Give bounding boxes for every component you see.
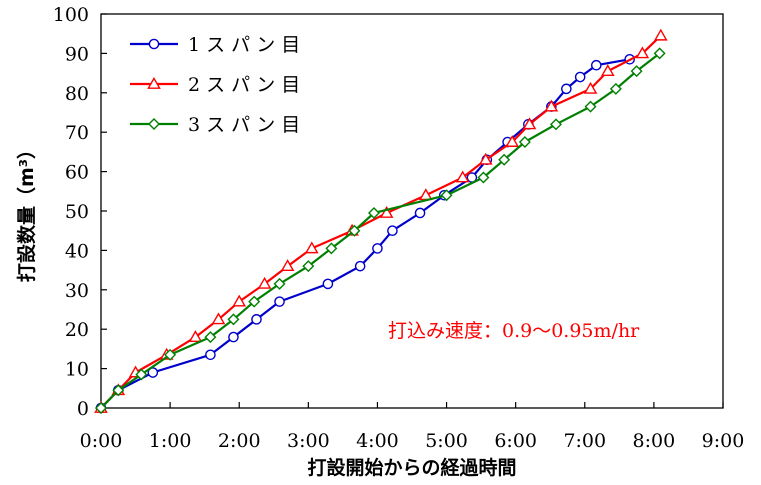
data-point-triangle: [188, 330, 203, 342]
data-point-circle: [387, 225, 398, 236]
data-point-triangle: [232, 294, 247, 307]
data-point-circle: [574, 71, 586, 83]
data-point-diamond: [204, 331, 217, 344]
x-tick-label: 2:00: [218, 430, 261, 452]
y-tick-label: 100: [53, 4, 89, 26]
data-point-diamond: [498, 153, 511, 166]
data-point-diamond: [653, 47, 666, 60]
y-axis-ticks: 0 10 20 30 40 50 60 70 80 90 100: [53, 4, 107, 420]
data-point-diamond: [549, 118, 562, 131]
data-point-diamond: [164, 348, 177, 361]
y-tick-label: 80: [65, 83, 89, 105]
data-point-triangle: [455, 170, 470, 183]
data-point-triangle: [601, 64, 615, 77]
x-tick-label: 7:00: [563, 430, 606, 452]
series-line: [100, 52, 661, 409]
x-tick-label: 4:00: [356, 430, 399, 452]
data-point-diamond: [584, 100, 597, 113]
data-point-circle: [372, 243, 383, 254]
legend-item: 3 ス パ ン 目: [130, 114, 300, 136]
y-tick-label: 70: [65, 122, 89, 144]
data-point-diamond: [95, 402, 107, 414]
data-point-diamond: [148, 118, 160, 130]
data-point-circle: [590, 59, 602, 71]
data-point-circle: [228, 331, 239, 343]
data-point-diamond: [348, 224, 361, 237]
rate-annotation: 打込み速度：0.9～0.95m/hr: [388, 320, 640, 342]
y-tick-label: 60: [65, 162, 89, 184]
data-point-circle: [414, 207, 426, 219]
x-tick-label: 5:00: [425, 430, 468, 452]
data-point-diamond: [325, 242, 338, 255]
y-tick-label: 30: [65, 280, 89, 302]
legend: 1 ス パ ン 目 2 ス パ ン 目 3 ス パ ン 目: [130, 34, 300, 136]
data-point-diamond: [135, 368, 148, 381]
legend-item: 1 ス パ ン 目: [130, 34, 300, 56]
data-point-diamond: [440, 189, 453, 202]
x-tick-label: 1:00: [149, 430, 192, 452]
x-tick-label: 0:00: [80, 430, 123, 452]
y-tick-label: 20: [65, 319, 89, 341]
data-point-circle: [322, 278, 334, 290]
data-point-triangle: [419, 188, 433, 201]
data-point-triangle: [653, 28, 668, 41]
data-point-triangle: [211, 312, 226, 325]
y-tick-label: 10: [65, 359, 89, 381]
data-point-circle: [251, 314, 262, 325]
data-point-diamond: [609, 82, 622, 95]
data-point-circle: [561, 83, 572, 95]
data-point-triangle: [544, 99, 559, 112]
data-point-triangle: [257, 276, 272, 289]
legend-item: 2 ス パ ン 目: [130, 74, 300, 96]
legend-label: 3 ス パ ン 目: [188, 114, 300, 136]
y-tick-label: 90: [65, 43, 89, 65]
data-point-diamond: [302, 260, 315, 273]
data-point-triangle: [304, 241, 319, 254]
data-point-diamond: [518, 136, 531, 149]
series-2: [94, 28, 668, 413]
data-point-diamond: [227, 313, 240, 326]
x-tick-label: 3:00: [287, 430, 330, 452]
data-point-triangle: [280, 259, 295, 272]
data-point-triangle: [379, 205, 394, 218]
x-axis-ticks: 0:00 1:00 2:00 3:00 4:00 5:00 6:00 7:00 8:00 9:00: [80, 402, 745, 452]
x-tick-label: 9:00: [702, 430, 745, 452]
series-line: [100, 34, 662, 409]
data-point-diamond: [477, 171, 490, 184]
legend-label: 1 ス パ ン 目: [188, 34, 300, 56]
data-point-diamond: [248, 295, 261, 308]
series-line: [100, 58, 630, 409]
data-point-triangle: [505, 135, 520, 147]
x-tick-label: 6:00: [494, 430, 537, 452]
data-point-circle: [148, 38, 160, 50]
y-tick-label: 50: [65, 201, 89, 223]
data-point-circle: [205, 349, 216, 361]
data-point-diamond: [112, 384, 125, 397]
data-point-diamond: [367, 206, 380, 219]
data-point-circle: [274, 296, 285, 307]
data-point-triangle: [478, 152, 493, 165]
y-tick-label: 40: [65, 240, 89, 262]
data-point-diamond: [273, 277, 286, 290]
y-axis-title: 打設数量（m³）: [15, 140, 38, 282]
data-point-triangle: [635, 46, 650, 59]
legend-label: 2 ス パ ン 目: [188, 74, 300, 96]
x-axis-title: 打設開始からの経過時間: [307, 456, 516, 479]
series-3: [95, 47, 666, 414]
data-point-triangle: [522, 117, 537, 130]
data-point-triangle: [583, 81, 598, 94]
y-tick-label: 0: [77, 398, 89, 420]
data-point-triangle: [147, 76, 161, 89]
data-point-circle: [354, 260, 366, 272]
series-layer: [94, 28, 668, 414]
data-point-diamond: [630, 65, 643, 78]
x-tick-label: 8:00: [633, 430, 676, 452]
